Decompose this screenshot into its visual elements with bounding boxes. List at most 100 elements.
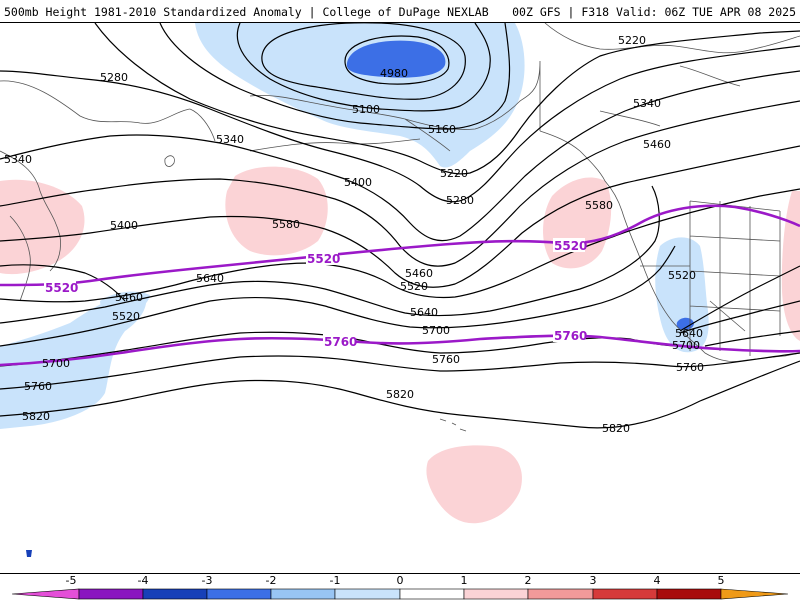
legend-swatch — [527, 588, 594, 600]
legend-swatch — [463, 588, 529, 600]
contour-label: 5160 — [428, 123, 456, 136]
legend-swatch-left-arrow — [11, 588, 80, 600]
contour-label: 5760 — [24, 380, 52, 393]
legend-swatch — [399, 588, 465, 600]
anomaly-legend: -5 -4 -3 -2 -1 0 1 2 3 4 5 — [0, 574, 800, 600]
legend-label: 5 — [718, 574, 725, 587]
contour-label: 5220 — [440, 167, 468, 180]
contour-5640 — [0, 245, 800, 347]
legend-swatch — [592, 588, 658, 600]
label-halo — [44, 280, 76, 294]
legend-labels: -5 -4 -3 -2 -1 0 1 2 3 4 5 — [66, 574, 725, 587]
anomaly-area-central-pacific-north — [225, 166, 328, 256]
contour-5820 — [0, 360, 800, 429]
coastline-alaska — [249, 60, 541, 152]
contour-label: 5220 — [618, 34, 646, 47]
contour-label: 5640 — [410, 306, 438, 319]
map-title: 500mb Height 1981-2010 Standardized Anom… — [4, 5, 489, 19]
contour-label: 5820 — [22, 410, 50, 423]
contour-label: 5340 — [633, 97, 661, 110]
title-bar: 500mb Height 1981-2010 Standardized Anom… — [0, 0, 800, 22]
coastlines — [0, 23, 800, 432]
positive-anomaly-areas — [0, 166, 800, 524]
map-panel: 4980 5100 5160 5220 5220 5280 5280 5340 … — [0, 22, 800, 574]
legend-label: -2 — [266, 574, 277, 587]
hawaii-islands — [439, 418, 467, 432]
contour-5100 — [236, 23, 491, 112]
legend-swatch — [78, 588, 144, 600]
coastline-aleutians — [249, 138, 421, 152]
contour-label: 5400 — [344, 176, 372, 189]
contour-label: 5760 — [432, 353, 460, 366]
contour-5220 — [94, 23, 800, 175]
contour-label: 5640 — [196, 272, 224, 285]
contour-label: 5280 — [100, 71, 128, 84]
contour-label: 5820 — [602, 422, 630, 435]
contour-5580 — [0, 185, 800, 332]
legend-swatch — [206, 588, 272, 600]
contour-label: 5520 — [668, 269, 696, 282]
contour-5460 — [0, 145, 800, 288]
contour-label: 5760 — [676, 361, 704, 374]
height-contours — [0, 23, 800, 429]
contour-label: 5700 — [672, 339, 700, 352]
highlight-labels: 5520 5520 5520 5760 5760 — [44, 238, 587, 349]
contour-label: 5460 — [643, 138, 671, 151]
highlight-contour-label: 5760 — [324, 335, 357, 349]
contour-5340 — [0, 70, 800, 242]
contour-label: 5520 — [112, 310, 140, 323]
contour-5280 — [0, 45, 800, 203]
contour-5160 — [159, 23, 511, 130]
highlight-contour-5520 — [0, 204, 800, 287]
coastline-kamchatka — [164, 108, 216, 167]
legend-colorbar: -5 -4 -3 -2 -1 0 1 2 3 4 5 — [11, 574, 789, 600]
legend-label: -3 — [202, 574, 213, 587]
legend-label: 0 — [397, 574, 404, 587]
contour-label: 5340 — [216, 133, 244, 146]
contour-label: 5280 — [446, 194, 474, 207]
coastline-canada-arctic — [544, 23, 800, 127]
legend-label: 2 — [525, 574, 532, 587]
legend-swatches — [11, 588, 789, 600]
legend-swatch — [334, 588, 401, 600]
contour-label: 5580 — [272, 218, 300, 231]
legend-swatch — [142, 588, 208, 600]
coastline-us-west — [621, 210, 800, 362]
anomaly-area-west-pacific — [0, 292, 147, 429]
legend-label: -4 — [138, 574, 149, 587]
contour-label: 5400 — [110, 219, 138, 232]
highlight-contour-label: 5520 — [45, 281, 78, 295]
contour-label: 5100 — [352, 103, 380, 116]
contour-label: 5700 — [42, 357, 70, 370]
legend-swatch — [270, 588, 336, 600]
contour-label: 5520 — [400, 280, 428, 293]
contour-label: 4980 — [380, 67, 408, 80]
contour-label: 5700 — [422, 324, 450, 337]
label-halo — [553, 238, 585, 252]
anomaly-area-northeast-pacific — [543, 177, 612, 269]
contour-label: 5820 — [386, 388, 414, 401]
anomaly-area-japan — [0, 179, 85, 275]
highlight-contour-label: 5760 — [554, 329, 587, 343]
legend-label: -5 — [66, 574, 77, 587]
contour-5400 — [0, 100, 800, 267]
contour-5040 — [261, 23, 466, 100]
anomaly-area-small-west — [26, 550, 32, 557]
highlight-contour-5760 — [0, 334, 800, 367]
contour-label: 5460 — [405, 267, 433, 280]
map-canvas: 4980 5100 5160 5220 5220 5280 5280 5340 … — [0, 23, 800, 557]
contour-label: 5580 — [585, 199, 613, 212]
contour-5760 — [0, 352, 800, 390]
contour-labels: 4980 5100 5160 5220 5220 5280 5280 5340 … — [4, 34, 704, 435]
legend-label: -1 — [330, 574, 341, 587]
model-valid-time: 00Z GFS | F318 Valid: 06Z TUE APR 08 202… — [512, 5, 796, 19]
highlight-contours — [0, 204, 800, 367]
coastline-asia — [0, 80, 191, 302]
contour-label: 5640 — [675, 327, 703, 340]
contour-4980 — [344, 35, 450, 85]
anomaly-area-south-pacific — [426, 445, 522, 524]
legend-label: 4 — [654, 574, 661, 587]
contour-label: 5340 — [4, 153, 32, 166]
legend-label: 1 — [461, 574, 468, 587]
anomaly-area-aleutian-core — [346, 40, 446, 78]
